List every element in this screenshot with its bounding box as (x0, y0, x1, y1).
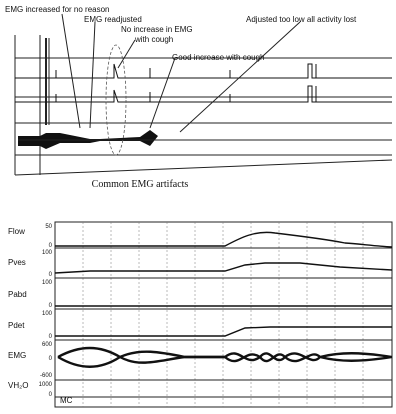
caption: Common EMG artifacts (92, 179, 189, 190)
annotation: with cough (134, 35, 173, 44)
channel-label: Pdet (8, 321, 25, 330)
channel-label: Flow (8, 227, 25, 236)
scale-label: 0 (49, 303, 53, 309)
channel-label: EMG (8, 351, 26, 360)
scale-label: 50 (45, 224, 52, 230)
top-traces (14, 13, 393, 176)
scale-label: 100 (42, 250, 53, 256)
footer-label: MC (60, 396, 73, 405)
scale-label: 100 (42, 280, 53, 286)
annotation: EMG increased for no reason (5, 5, 110, 14)
channel-label: Pabd (8, 290, 27, 299)
scale-label: 600 (42, 342, 53, 348)
scale-label: 0 (49, 356, 53, 362)
annotation: Good increase with cough (172, 53, 265, 62)
scale-label: 0 (49, 334, 53, 340)
annotation: No increase in EMG (121, 25, 193, 34)
scale-label: 0 (49, 392, 53, 398)
scale-label: 100 (42, 311, 53, 317)
scale-label: 0 (49, 272, 53, 278)
scale-label: 0 (49, 243, 53, 249)
annotation: Adjusted too low all activity lost (246, 15, 357, 24)
scale-label: -600 (40, 373, 53, 379)
annotation: EMG readjusted (84, 15, 142, 24)
bottom-frame (54, 221, 393, 408)
channel-label: Pves (8, 258, 26, 267)
channel-label: VH₂O (8, 381, 28, 390)
scale-label: 1000 (39, 382, 53, 388)
